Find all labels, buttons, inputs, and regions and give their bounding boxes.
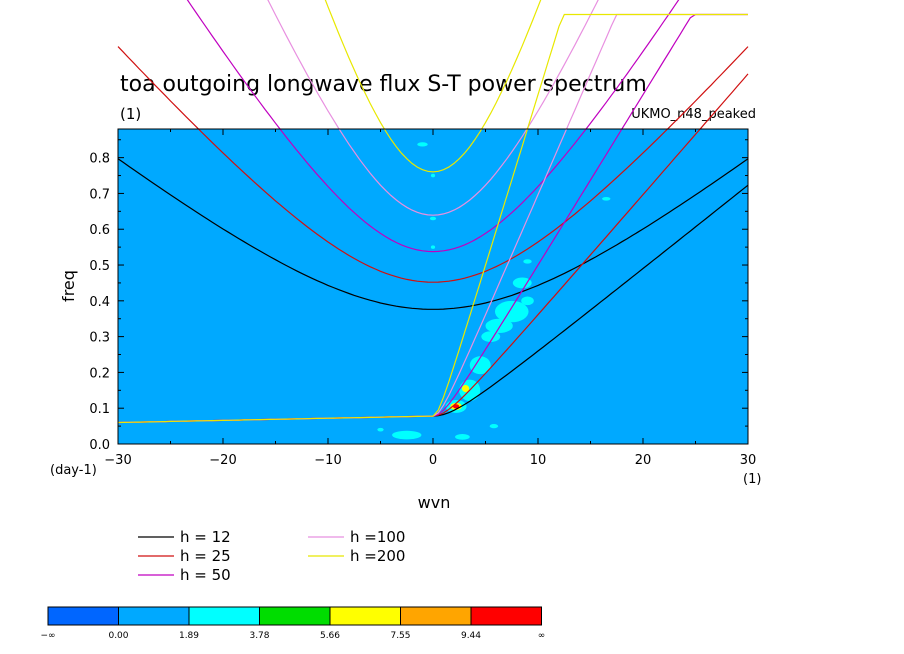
contour-patch — [377, 427, 384, 432]
colorbar-label: 1.89 — [179, 631, 199, 641]
y-tick-label: 0.6 — [89, 223, 110, 238]
contour-patch — [429, 216, 437, 221]
x-tick-label: −10 — [314, 453, 341, 468]
legend-label: h = 25 — [180, 547, 231, 565]
x-tick-label: −20 — [209, 453, 236, 468]
y-tick-label: 0.3 — [89, 331, 110, 346]
y-tick-label: 0.5 — [89, 259, 110, 274]
y-tick-label: 0.8 — [89, 152, 110, 167]
colorbar-label: 0.00 — [108, 631, 128, 641]
y-tick-label: 0.0 — [89, 438, 110, 453]
y-tick-label: 0.4 — [89, 295, 110, 310]
colorbar-segment — [259, 606, 331, 626]
contour-patch — [469, 356, 491, 375]
x-unit-label: (1) — [743, 472, 761, 487]
contour-patch — [489, 423, 499, 429]
x-tick-label: 20 — [635, 453, 652, 468]
dispersion-curve-ig — [186, 0, 680, 253]
contour-patch — [485, 318, 513, 334]
contour-patch — [521, 296, 534, 306]
legend-label: h =100 — [350, 528, 405, 546]
dispersion-curve-ig — [324, 0, 542, 173]
colorbar-label: 9.44 — [461, 631, 481, 641]
y-axis-label: freq — [59, 270, 78, 302]
contour-patch — [523, 259, 532, 264]
contour-patch — [417, 142, 428, 147]
colorbar-label: −∞ — [40, 631, 55, 641]
colorbar-label: ∞ — [538, 631, 546, 641]
contour-patch — [430, 245, 436, 249]
contour-patch — [602, 197, 611, 201]
legend-label: h = 50 — [180, 566, 231, 584]
colorbar-segment — [47, 606, 119, 626]
y-tick-label: 0.7 — [89, 187, 110, 202]
dispersion-curve-ig — [117, 158, 749, 310]
chart-title: toa outgoing longwave flux S-T power spe… — [120, 72, 647, 97]
colorbar-label: 5.66 — [320, 631, 340, 641]
contour-patch — [494, 300, 529, 323]
y-axis: 0.0 0.1 0.2 0.3 0.4 0.5 0.6 0.7 0.8 — [89, 139, 748, 453]
contour-patch — [461, 384, 470, 393]
colorbar-label: 7.55 — [390, 631, 410, 641]
colorbar-segment — [188, 606, 260, 626]
contour-patch — [392, 430, 422, 440]
colorbar-segment — [118, 606, 190, 626]
x-axis-label: wvn — [418, 493, 451, 512]
colorbar-segment — [329, 606, 401, 626]
colorbar-segment — [400, 606, 472, 626]
plot-area — [117, 0, 749, 445]
y-tick-label: 0.2 — [89, 366, 110, 381]
dispersion-curve-ig — [267, 0, 599, 216]
contour-patch — [512, 277, 532, 289]
contour-patch — [430, 173, 436, 178]
y-unit-label: (day-1) — [50, 463, 97, 478]
x-tick-label: 30 — [740, 453, 757, 468]
legend-label: h = 12 — [180, 528, 231, 546]
dispersion-curve-kelvin — [117, 13, 748, 424]
x-tick-label: 0 — [429, 453, 437, 468]
legend-label: h =200 — [350, 547, 405, 565]
chart-subtitle-right: UKMO_n48_peaked — [631, 107, 756, 122]
x-tick-label: −30 — [104, 453, 131, 468]
x-tick-label: 10 — [530, 453, 547, 468]
chart-subtitle-left: (1) — [120, 105, 141, 123]
colorbar-segment — [470, 606, 542, 626]
contour-patch — [455, 433, 470, 440]
y-tick-label: 0.1 — [89, 402, 110, 417]
dispersion-curve-ig — [117, 46, 749, 283]
colorbar-label: 3.78 — [249, 631, 269, 641]
x-axis: −30 −20 −10 0 10 20 30 — [104, 129, 756, 468]
colorbar: −∞ 0.00 1.89 3.78 5.66 7.55 9.44 ∞ — [40, 606, 546, 641]
contour-background — [118, 129, 748, 444]
